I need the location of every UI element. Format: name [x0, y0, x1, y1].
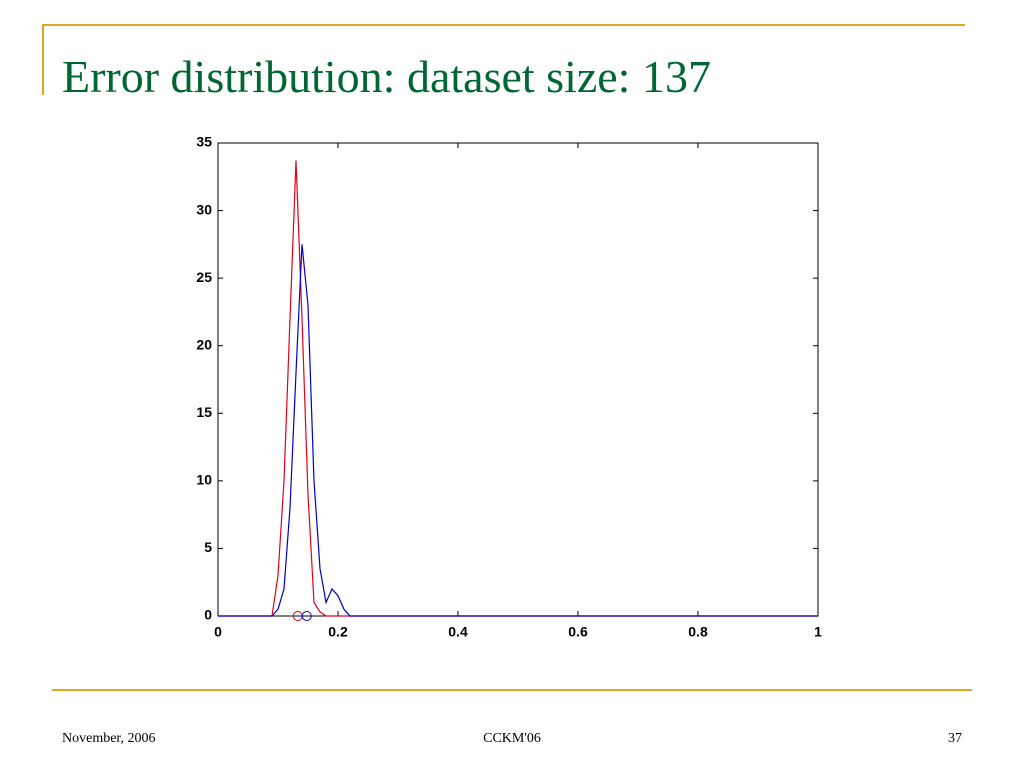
x-tick-label: 0.2: [328, 624, 348, 640]
x-tick-label: 0.4: [448, 624, 468, 640]
plot: 0 5 10 15 20 25 30 35 0 0.2 0.4 0.6 0.8 1: [196, 134, 822, 640]
y-tick-label: 20: [196, 336, 212, 352]
y-tick-label: 0: [204, 607, 212, 623]
slide-title: Error distribution: dataset size: 137: [62, 51, 711, 102]
x-tick-label: 1: [814, 624, 822, 640]
y-tick-label: 5: [204, 539, 212, 555]
page-number: 37: [948, 731, 962, 746]
footer-event: CCKM'06: [483, 731, 541, 746]
x-tick-label: 0.8: [688, 624, 708, 640]
footer-date: November, 2006: [62, 731, 156, 746]
x-tick-label: 0.6: [568, 624, 588, 640]
series-line: [218, 244, 818, 617]
y-tick-label: 30: [196, 201, 212, 217]
series-line: [218, 160, 818, 617]
y-tick-label: 15: [196, 404, 212, 420]
y-tick-label: 35: [196, 134, 212, 150]
y-tick-label: 10: [196, 472, 212, 488]
y-tick-label: 25: [196, 269, 212, 285]
mean-marker: [301, 611, 312, 621]
x-tick-label: 0: [214, 624, 222, 640]
